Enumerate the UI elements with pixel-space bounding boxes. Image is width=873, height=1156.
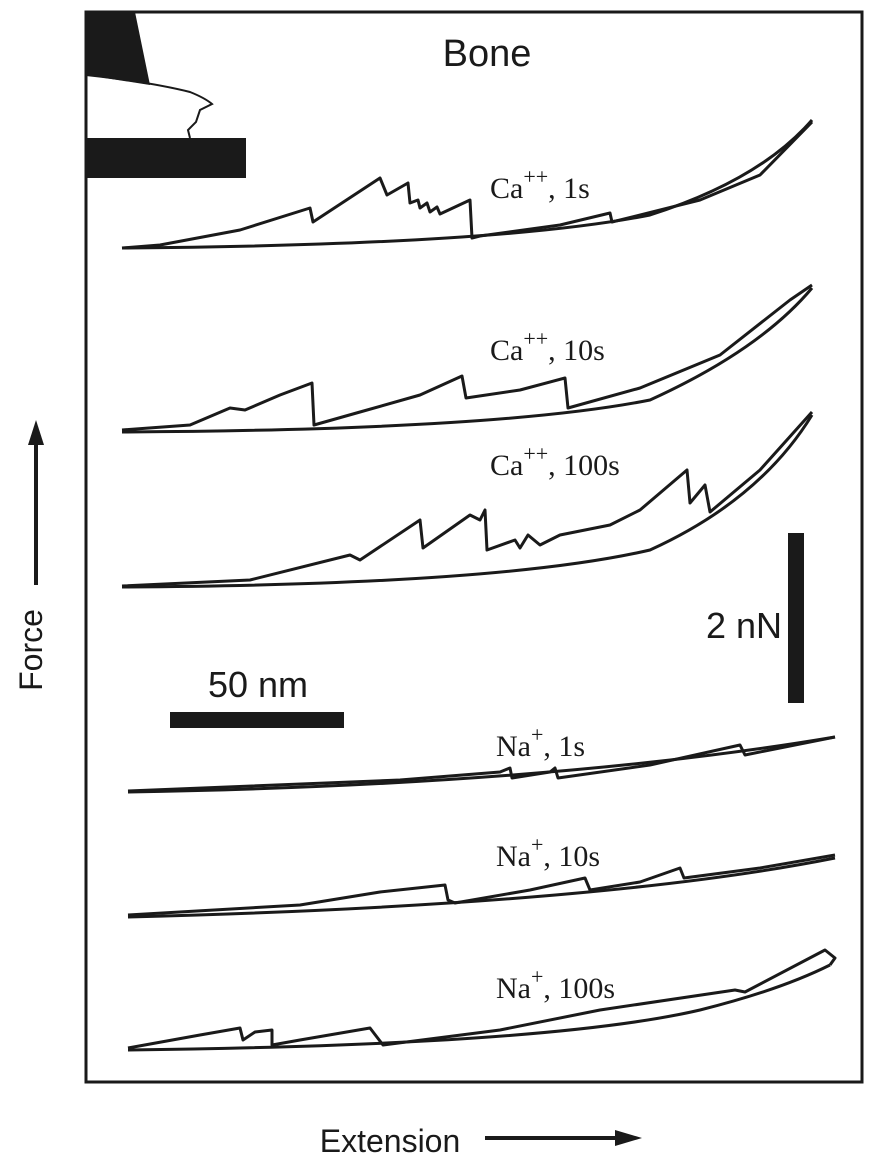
trace-label: Na+, 1s bbox=[496, 722, 585, 763]
trace-label-ion: Ca bbox=[490, 172, 523, 205]
trace-curve bbox=[127, 735, 836, 793]
trace-curve bbox=[127, 735, 836, 794]
length-scale-bar bbox=[170, 712, 344, 728]
force-scale-bar bbox=[788, 533, 804, 703]
trace-curve bbox=[121, 414, 814, 589]
trace-label: Na+, 100s bbox=[496, 964, 615, 1005]
frame bbox=[84, 10, 864, 1084]
trace-label-ion: Na bbox=[496, 730, 531, 763]
trace-label: Ca++, 1s bbox=[490, 164, 590, 205]
trace-label: Ca++, 100s bbox=[490, 441, 620, 482]
trace-curve bbox=[121, 410, 814, 588]
cantilever-icon bbox=[85, 12, 246, 178]
trace-label-suffix: , 100s bbox=[543, 972, 615, 1005]
trace-label-ion: Na bbox=[496, 840, 531, 873]
trace-label-charge: + bbox=[531, 964, 543, 989]
trace-label-charge: ++ bbox=[523, 326, 548, 351]
trace-label-suffix: , 10s bbox=[543, 840, 600, 873]
title: Bone bbox=[443, 33, 532, 75]
trace-curve bbox=[127, 853, 836, 917]
trace-label-suffix: , 10s bbox=[548, 334, 605, 367]
trace-label-ion: Ca bbox=[490, 334, 523, 367]
trace-label-suffix: , 1s bbox=[548, 172, 590, 205]
x-axis-label: Extension bbox=[320, 1123, 461, 1156]
trace-curve bbox=[121, 283, 813, 432]
trace-curve bbox=[127, 963, 831, 1052]
trace-label-charge: + bbox=[531, 722, 543, 747]
trace-label: Na+, 10s bbox=[496, 832, 600, 873]
trace-label-suffix: , 1s bbox=[543, 730, 585, 763]
trace-label-charge: + bbox=[531, 832, 543, 857]
trace-curve bbox=[127, 856, 836, 919]
trace-label: Ca++, 10s bbox=[490, 326, 605, 367]
x-axis-arrow bbox=[485, 1130, 642, 1146]
trace-curve bbox=[127, 948, 837, 1050]
trace-curve bbox=[121, 120, 814, 250]
trace-curve bbox=[121, 119, 814, 250]
trace-label-suffix: , 100s bbox=[548, 449, 620, 482]
trace-label-ion: Ca bbox=[490, 449, 523, 482]
trace-label-charge: ++ bbox=[523, 441, 548, 466]
y-axis-label: Force bbox=[13, 609, 49, 691]
force-scale-label: 2 nN bbox=[706, 605, 782, 646]
traces bbox=[121, 119, 837, 1052]
trace-label-ion: Na bbox=[496, 972, 531, 1005]
trace-label-charge: ++ bbox=[523, 164, 548, 189]
trace-curve bbox=[121, 287, 814, 434]
y-axis-arrow bbox=[28, 420, 44, 585]
length-scale-label: 50 nm bbox=[208, 664, 308, 705]
